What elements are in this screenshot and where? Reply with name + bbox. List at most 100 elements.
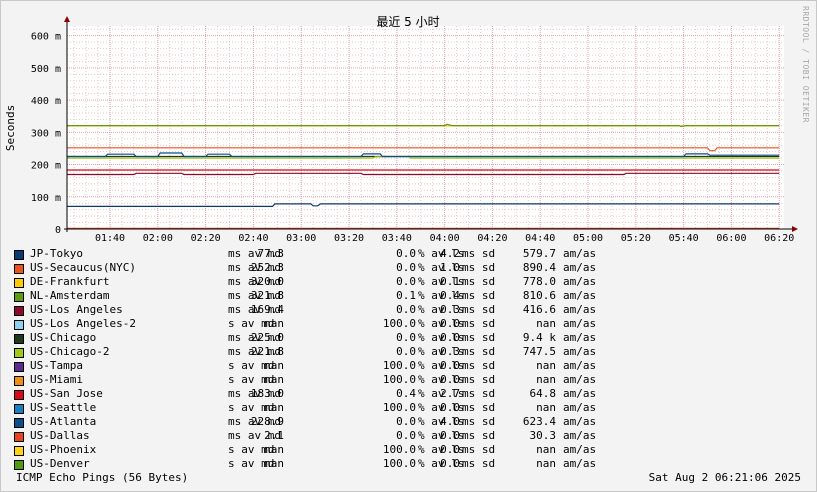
legend-am-unit: am/as (563, 401, 597, 414)
legend-am-value: 30.3 (529, 429, 557, 442)
legend-series-name: US-Dallas (30, 429, 90, 442)
legend-am-value: nan (536, 317, 556, 330)
legend-series-name: US-Los Angeles-2 (30, 317, 136, 330)
x-tick-label: 04:20 (477, 233, 507, 244)
legend-row: US-Phoenix nan s av md 100.0% av ls 0.0 ms sd… (14, 443, 814, 457)
legend-loss-value: 100.0 (382, 401, 416, 414)
series-line-us-secaucus-nyc- (67, 147, 780, 152)
legend-sd-unit: ms sd (462, 373, 496, 386)
legend-sd-unit: ms sd (462, 303, 496, 316)
legend-am-value: 64.8 (529, 387, 557, 400)
legend-swatch (14, 264, 24, 274)
legend-sd-value: 0.0 (440, 373, 460, 386)
legend-series-name: US-Phoenix (30, 443, 97, 456)
legend-loss-unit: % av ls (418, 457, 465, 470)
x-tick-label: 02:40 (238, 233, 268, 244)
x-tick-label: 05:00 (573, 233, 603, 244)
x-tick-label: 06:00 (716, 233, 746, 244)
legend-am-value: 747.5 (522, 345, 556, 358)
legend-avg-value: nan (264, 443, 284, 456)
legend-sd-unit: ms sd (462, 289, 496, 302)
legend-sd-value: 0.0 (440, 331, 460, 344)
legend-swatch (14, 292, 24, 302)
legend-loss-value: 0.4 (396, 387, 416, 400)
legend-sd-value: 0.3 (440, 303, 460, 316)
legend-sd-unit: ms sd (462, 261, 496, 274)
legend-loss-unit: % av ls (418, 373, 465, 386)
legend-series-name: US-Miami (30, 373, 83, 386)
legend-avg-value: nan (264, 373, 284, 386)
legend-avg-value: nan (264, 401, 284, 414)
legend-loss-value: 0.0 (396, 345, 416, 358)
legend-avg-unit: s av md (228, 359, 275, 372)
legend-am-unit: am/as (563, 275, 597, 288)
axes (64, 16, 798, 232)
legend-am-value: nan (536, 401, 556, 414)
legend-avg-unit: s av md (228, 401, 275, 414)
x-tick-label: 04:40 (525, 233, 555, 244)
legend-sd-value: 4.2 (440, 247, 460, 260)
legend-loss-value: 100.0 (382, 317, 416, 330)
legend-loss-unit: % av ls (418, 247, 465, 260)
legend-sd-value: 0.0 (440, 457, 460, 470)
legend-avg-value: 252.3 (250, 261, 284, 274)
legend-sd-value: 2.7 (440, 387, 460, 400)
legend-series-name: US-Tampa (30, 359, 83, 372)
legend-loss-unit: % av ls (418, 289, 465, 302)
legend-am-unit: am/as (563, 247, 597, 260)
y-tick-label: 300 m (31, 128, 61, 139)
legend-swatch (14, 306, 24, 316)
x-tick-label: 02:00 (143, 233, 173, 244)
legend-swatch (14, 362, 24, 372)
series-line-jp-tokyo (67, 203, 780, 207)
legend-am-unit: am/as (563, 387, 597, 400)
legend-row: NL-Amsterdam 321.8 ms av md 0.1% av ls 0.4 ms… (14, 289, 814, 303)
legend-avg-value: 320.0 (250, 275, 284, 288)
legend-loss-unit: % av ls (418, 415, 465, 428)
legend-swatch (14, 418, 24, 428)
legend-swatch (14, 320, 24, 330)
legend-row: DE-Frankfurt 320.0 ms av md 0.0% av ls 0.1 ms… (14, 275, 814, 289)
legend-sd-value: 4.0 (440, 415, 460, 428)
legend-avg-value: 221.8 (250, 345, 284, 358)
legend-row: US-Chicago-2 221.8 ms av md 0.0% av ls 0.3 ms… (14, 345, 814, 359)
legend-am-unit: am/as (563, 289, 597, 302)
x-tick-label: 03:20 (334, 233, 364, 244)
legend-avg-unit: s av md (228, 373, 275, 386)
legend-series-name: US-Chicago (30, 331, 97, 344)
legend-loss-unit: % av ls (418, 303, 465, 316)
legend-am-value: 9.4 k (522, 331, 556, 344)
legend-am-value: 810.6 (522, 289, 556, 302)
legend-avg-unit: s av md (228, 317, 275, 330)
legend-am-unit: am/as (563, 429, 597, 442)
legend-avg-unit: s av md (228, 457, 275, 470)
legend-row: US-Dallas 2.1 ms av md 0.0% av ls 0.0 ms sd 30… (14, 429, 814, 443)
x-tick-label: 02:20 (191, 233, 221, 244)
legend-loss-value: 0.0 (396, 429, 416, 442)
legend-swatch (14, 348, 24, 358)
y-tick-label: 200 m (31, 161, 61, 172)
legend-avg-value: 228.9 (250, 415, 284, 428)
legend-sd-unit: ms sd (462, 345, 496, 358)
legend-am-unit: am/as (563, 359, 597, 372)
x-tick-label: 01:40 (95, 233, 125, 244)
legend-am-unit: am/as (563, 331, 597, 344)
legend-avg-value: 225.0 (250, 331, 284, 344)
legend-swatch (14, 460, 24, 470)
legend-sd-unit: ms sd (462, 415, 496, 428)
legend-sd-unit: ms sd (462, 401, 496, 414)
chart-title: 最近 5 小时 (376, 15, 439, 29)
legend-avg-value: 169.4 (250, 303, 284, 316)
legend-series-name: DE-Frankfurt (30, 275, 110, 288)
x-axis-arrow (792, 226, 798, 232)
legend-am-unit: am/as (563, 457, 597, 470)
x-tick-label: 03:00 (286, 233, 316, 244)
legend-avg-unit: ms av md (228, 261, 281, 274)
legend-am-value: 416.6 (522, 303, 556, 316)
legend-loss-unit: % av ls (418, 331, 465, 344)
legend-loss-value: 0.0 (396, 275, 416, 288)
y-tick-label: 500 m (31, 64, 61, 75)
legend-sd-unit: ms sd (462, 247, 496, 260)
legend-am-unit: am/as (563, 373, 597, 386)
legend-swatch (14, 390, 24, 400)
